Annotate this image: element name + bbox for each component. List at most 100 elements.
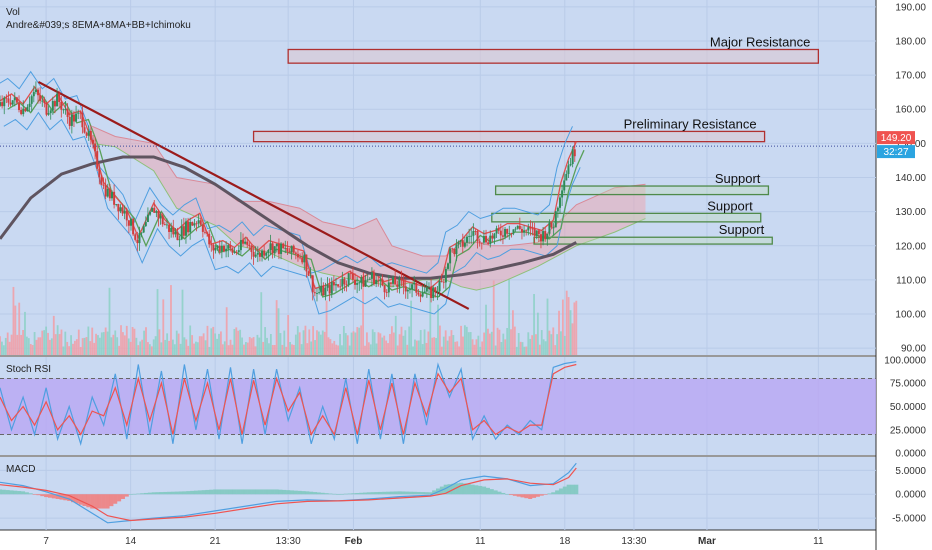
candle-body (70, 114, 73, 126)
volume-bar (191, 335, 194, 355)
macd-histogram-bar (255, 489, 260, 495)
candle-body (569, 164, 572, 166)
volume-bar (181, 289, 184, 355)
candle-body (208, 233, 211, 245)
volume-bar (185, 339, 188, 355)
macd-histogram-bar (374, 492, 379, 495)
volume-bar (296, 326, 299, 355)
candle-body (237, 250, 240, 253)
candle-body (423, 291, 426, 293)
volume-bar (22, 329, 24, 355)
volume-bar (435, 337, 437, 355)
volume-bar (264, 327, 267, 355)
volume-bar (293, 344, 295, 355)
candle-body (550, 222, 553, 228)
price-axis[interactable] (876, 0, 932, 550)
macd-histogram-bar (293, 490, 298, 495)
candle-body (446, 263, 449, 269)
volume-bar (375, 343, 378, 355)
candle-body (265, 252, 268, 256)
volume-bar (467, 332, 470, 355)
volume-bar (275, 300, 278, 355)
volume-bar (510, 329, 512, 355)
volume-bar (39, 337, 42, 355)
candle-body (438, 280, 441, 292)
candle-body (146, 214, 149, 223)
candle-body (273, 246, 276, 254)
volume-bar (100, 332, 103, 355)
candle-body (554, 211, 557, 228)
candle-body (292, 245, 295, 253)
volume-bar (225, 307, 228, 355)
volume-bar (515, 346, 518, 355)
macd-histogram-bar (462, 483, 467, 495)
volume-bar (429, 290, 432, 355)
candle-body (539, 234, 542, 242)
x-tick-label: 14 (125, 536, 137, 547)
candle-body (280, 243, 283, 254)
candle-body (119, 207, 122, 212)
macd-histogram-bar (197, 490, 202, 495)
macd-histogram-bar (78, 494, 83, 505)
volume-bar (47, 332, 49, 355)
candle-body (404, 286, 407, 292)
bollinger-lower (3, 111, 581, 315)
macd-histogram-bar (347, 493, 352, 495)
candle-body (520, 228, 523, 233)
volume-bar (118, 345, 121, 355)
volume-bar (573, 302, 576, 355)
volume-bar (536, 312, 539, 355)
volume-bar (492, 280, 495, 355)
macd-histogram-bar (71, 494, 75, 503)
volume-bar (531, 335, 534, 355)
volume-bar (25, 336, 28, 355)
support-zone (494, 185, 770, 196)
macd-histogram-bar (551, 492, 556, 495)
volume-bar (333, 340, 336, 355)
volume-bar (252, 337, 255, 355)
macd-histogram-bar (120, 494, 125, 499)
time-axis[interactable] (0, 530, 876, 550)
macd-histogram-bar (297, 490, 302, 495)
volume-bar (560, 331, 562, 355)
volume-bar (569, 310, 572, 355)
volume-bar (43, 330, 46, 355)
candle-body (491, 235, 494, 239)
candle-body (425, 286, 428, 292)
candle-body (301, 257, 304, 263)
candle-body (104, 185, 107, 197)
macd-histogram-bar (251, 489, 256, 495)
candle-body (315, 293, 318, 294)
volume-bar (24, 311, 26, 355)
zone-label: Support (715, 171, 761, 186)
candle-body (525, 230, 528, 232)
volume-bar (68, 346, 71, 355)
candle-body (495, 228, 498, 234)
volume-bar (533, 294, 535, 355)
volume-bar (239, 329, 242, 355)
macd-histogram-bar (5, 490, 10, 495)
volume-bar (162, 299, 165, 355)
volume-bar (352, 331, 355, 355)
candle-body (0, 102, 1, 106)
candle-body (132, 218, 135, 235)
candle-body (419, 294, 422, 297)
volume-bar (243, 344, 245, 355)
macd-histogram-bar (535, 494, 540, 497)
volume-bar (277, 308, 280, 355)
candle-body (60, 102, 63, 110)
candle-body (396, 284, 399, 287)
volume-bar (268, 343, 270, 355)
volume-bar (148, 344, 151, 355)
candle-body (284, 247, 287, 249)
y-tick-label: 100.00 (895, 310, 926, 321)
volume-bar (350, 332, 353, 355)
volume-bar (233, 329, 236, 355)
macd-histogram-bar (266, 489, 271, 495)
candle-body (170, 228, 173, 232)
volume-bar (110, 337, 113, 355)
volume-bar (29, 344, 32, 355)
candle-body (482, 235, 485, 243)
volume-bar (302, 330, 305, 355)
